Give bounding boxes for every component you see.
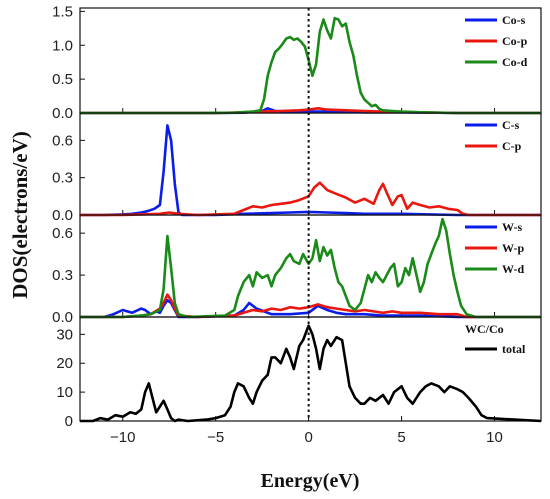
y-tick-label: 20: [56, 355, 73, 372]
y-tick-label: 0.5: [52, 71, 73, 88]
y-tick-label: 0.3: [52, 170, 73, 187]
panels-group: 0.00.51.01.5 Co-sCo-pCo-d0.00.30.6C-sC-p0…: [52, 3, 542, 430]
x-tick-label: 0: [304, 429, 312, 446]
y-tick-label: 0.6: [52, 132, 73, 149]
x-axis-title: Energy(eV): [261, 470, 360, 492]
y-axis-title: DOS(electrons/eV): [8, 131, 32, 299]
series-line-w-p: [80, 293, 541, 319]
series-line-co-d: [80, 16, 541, 115]
panel-2: 0.0 0.3 0.6 C-s C-p: [52, 112, 542, 224]
panel-4: 0 10 20 30 WC/Co total: [56, 316, 542, 430]
legend-label: Co-p: [502, 34, 528, 48]
legend: WC/Co total: [465, 322, 526, 356]
legend-label: Co-s: [502, 13, 526, 27]
legend: W-s W-p W-d: [465, 220, 525, 276]
y-tick-label: 0.6: [52, 225, 73, 242]
legend-title: WC/Co: [465, 322, 504, 336]
series-line-c-s: [80, 124, 541, 217]
panel-frame: [79, 214, 542, 318]
panel-frame: [79, 316, 542, 422]
x-axis: −10 −5 0 5 10: [110, 429, 503, 446]
y-tick-label: 1.0: [52, 37, 73, 54]
series-line-total: [80, 324, 542, 423]
y-tick-label: 0.0: [52, 309, 73, 326]
series-line-w-s: [80, 298, 541, 319]
y-tick-label: 1.5: [52, 3, 73, 20]
panel-3: 0.0 0.3 0.6 W-s W-p W-d: [52, 214, 542, 326]
y-tick-label: 0.0: [52, 207, 73, 224]
x-tick-label: 10: [486, 429, 503, 446]
legend: C-s C-p: [465, 118, 522, 153]
y-tick-label: 30: [56, 326, 73, 343]
y-tick-label: 0.3: [52, 267, 73, 284]
series-line-w-d: [80, 217, 541, 319]
panel-1: 0.0 0.5 1.0 1.5 Co-s Co-p Co-d: [52, 3, 542, 122]
legend-label: total: [502, 342, 526, 356]
legend: Co-s Co-p Co-d: [465, 13, 528, 69]
x-tick-label: −10: [110, 429, 135, 446]
y-tick-label: 0.0: [52, 105, 73, 122]
legend-label: C-s: [502, 118, 520, 132]
x-tick-label: 5: [397, 429, 405, 446]
legend-label: C-p: [502, 139, 522, 153]
y-tick-label: 10: [56, 384, 73, 401]
legend-label: Co-d: [502, 55, 528, 69]
legend-label: W-s: [502, 220, 523, 234]
x-tick-label: −5: [207, 429, 224, 446]
y-tick-label: 0: [65, 413, 73, 430]
legend-label: W-p: [502, 241, 525, 255]
series-line-c-p: [80, 181, 541, 217]
legend-label: W-d: [502, 262, 525, 276]
panel-frame: [79, 112, 542, 216]
